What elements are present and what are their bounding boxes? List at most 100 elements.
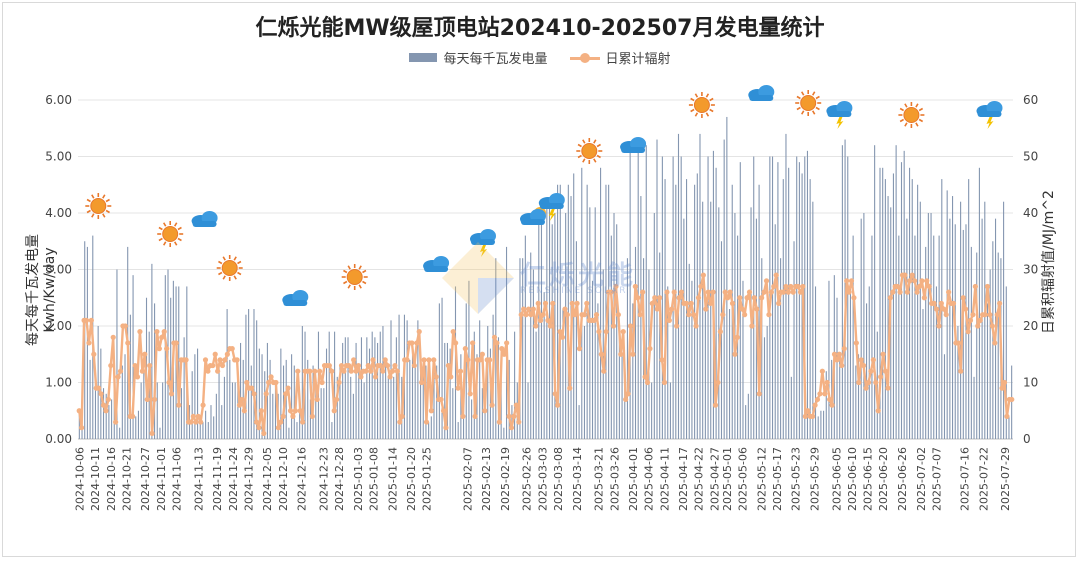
bar [124, 354, 126, 439]
radiation-point [278, 419, 284, 425]
sun-ray [158, 226, 163, 231]
radiation-point [251, 391, 257, 397]
bar [728, 309, 731, 439]
radiation-point [499, 346, 505, 352]
radiation-point [399, 413, 405, 419]
cloud-part [471, 239, 495, 245]
bar [868, 286, 870, 439]
storm-icon [538, 193, 565, 221]
bar [487, 326, 489, 439]
bar [640, 196, 642, 439]
radiation-point [576, 346, 583, 352]
sun-ray [158, 237, 163, 242]
radiation-point [450, 329, 456, 335]
x-tick-label: 2025-07-22 [977, 447, 990, 511]
radiation-point [200, 402, 206, 408]
radiation-point [504, 340, 510, 346]
bar [223, 376, 225, 439]
bar [608, 184, 610, 439]
sun-ray [705, 112, 710, 117]
sun-ray [690, 108, 695, 113]
radiation-point [720, 312, 726, 318]
radiation-point [734, 334, 740, 340]
bar [205, 410, 207, 439]
bar [715, 167, 717, 440]
radiation-point [351, 357, 357, 363]
bar [336, 376, 338, 439]
radiation-point [292, 408, 298, 414]
radiation-point [217, 357, 223, 363]
radiation-point [841, 346, 847, 352]
bar [866, 303, 868, 439]
x-tick-label: 2025-04-01 [627, 447, 640, 511]
x-tick-label: 2025-05-17 [771, 447, 784, 511]
radiation-point [975, 323, 981, 329]
radiation-point [280, 413, 286, 419]
sun-ray [347, 265, 351, 270]
bar [632, 303, 634, 439]
radiation-point [394, 368, 400, 374]
bar [288, 427, 290, 439]
radiation-point [234, 357, 240, 363]
bar [583, 326, 586, 439]
radiation-point [365, 362, 371, 369]
y-tick-left: 6.00 [45, 93, 72, 107]
radiation-point [812, 402, 818, 408]
y-tick-right: 50 [1023, 150, 1038, 164]
cloud-part [283, 300, 308, 306]
radiation-point [868, 368, 874, 374]
sun-ray [218, 271, 223, 276]
radiation-point [669, 306, 675, 312]
bar [629, 145, 631, 439]
bar [992, 241, 994, 439]
sun-disc [162, 226, 179, 242]
radiation-point [465, 357, 471, 363]
radiation-point [875, 408, 881, 414]
radiation-point [358, 374, 364, 380]
bar [433, 371, 435, 439]
bar [984, 201, 986, 439]
bar [589, 207, 591, 439]
bar [355, 342, 357, 439]
storm-icon [826, 101, 853, 129]
bar [694, 184, 696, 439]
bar [917, 184, 919, 439]
y-tick-left: 5.00 [45, 150, 72, 164]
radiation-point [249, 385, 255, 391]
bar [360, 337, 363, 439]
sun-icon [688, 92, 715, 118]
legend-label-radiation: 日累计辐射 [605, 52, 671, 67]
radiation-point [688, 300, 694, 306]
bar [97, 326, 99, 439]
radiation-point [438, 396, 444, 403]
sun-ray [233, 256, 237, 261]
radiation-point [542, 300, 549, 306]
radiation-point [156, 346, 162, 352]
radiation-point [984, 283, 991, 290]
bar [930, 213, 932, 439]
radiation-point [513, 402, 519, 408]
radiation-point [831, 351, 838, 357]
sun-ray [105, 198, 110, 203]
sun-ray [86, 209, 91, 214]
bar [809, 179, 811, 439]
bar [960, 201, 962, 439]
lightning-bolt [836, 117, 844, 129]
radiation-point [300, 419, 306, 425]
radiation-point [683, 300, 689, 306]
bar [272, 393, 274, 439]
sun-ray [815, 106, 820, 111]
radiation-point [489, 402, 495, 408]
radiation-point [795, 283, 801, 290]
radiation-point [780, 289, 787, 295]
radiation-point [105, 396, 111, 403]
sun-ray [222, 275, 226, 280]
radiation-point [159, 334, 165, 340]
bar [248, 309, 250, 439]
bar [229, 359, 231, 439]
x-tick-label: 2024-12-28 [333, 447, 346, 511]
bar [111, 399, 113, 439]
bar [796, 156, 798, 439]
bar [677, 133, 680, 439]
radiation-point [224, 351, 230, 357]
